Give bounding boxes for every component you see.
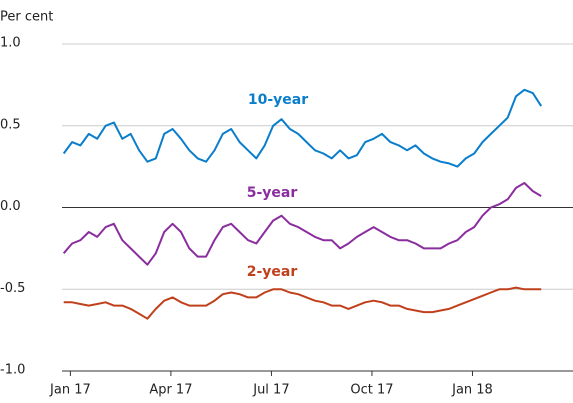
y-axis-label: Per cent: [0, 10, 53, 25]
y-tick-label: 1.0: [0, 36, 21, 51]
series-line: [62, 182, 542, 266]
x-tick-label: Jan 18: [451, 383, 493, 398]
y-tick-label: 0.0: [0, 199, 21, 214]
y-tick-label: -0.5: [0, 281, 25, 296]
x-tick-label: Oct 17: [350, 383, 393, 398]
series-label: 5-year: [247, 185, 298, 201]
x-tick-label: Jul 17: [252, 383, 289, 398]
x-tick-label: Apr 17: [149, 383, 192, 398]
x-tick-label: Jan 17: [49, 383, 91, 398]
series-label: 2-year: [247, 264, 298, 280]
series-line: [63, 286, 542, 320]
y-tick-label: 0.5: [0, 117, 21, 132]
y-tick-label: -1.0: [0, 363, 25, 378]
series-line: [62, 88, 543, 168]
series-label: 10-year: [248, 92, 308, 108]
